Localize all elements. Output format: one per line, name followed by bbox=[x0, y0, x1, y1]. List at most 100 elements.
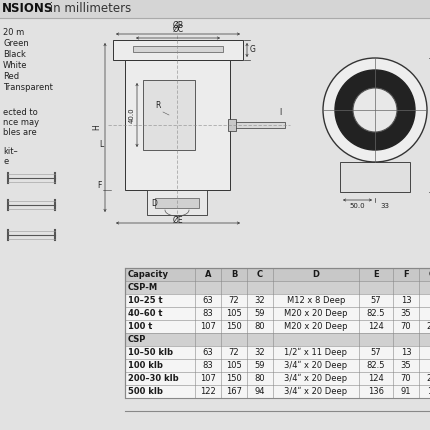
Bar bbox=[125, 359, 430, 372]
Text: Capacity: Capacity bbox=[128, 270, 169, 279]
Text: 20 m: 20 m bbox=[3, 28, 24, 37]
Text: 63: 63 bbox=[203, 348, 213, 357]
Text: 107: 107 bbox=[200, 322, 216, 331]
Text: 7: 7 bbox=[429, 296, 430, 305]
Bar bbox=[133, 46, 223, 52]
Text: R: R bbox=[156, 101, 161, 110]
Bar bbox=[230, 122, 285, 128]
Text: 105: 105 bbox=[226, 309, 242, 318]
Text: M12 x 8 Deep: M12 x 8 Deep bbox=[287, 296, 345, 305]
Bar bbox=[125, 372, 430, 385]
Text: in millimeters: in millimeters bbox=[46, 3, 131, 15]
Text: 22: 22 bbox=[427, 374, 430, 383]
Text: A: A bbox=[205, 270, 211, 279]
Text: 35: 35 bbox=[401, 361, 412, 370]
Text: G: G bbox=[250, 46, 256, 55]
Bar bbox=[143, 80, 195, 150]
Text: 13: 13 bbox=[401, 296, 412, 305]
Text: 32: 32 bbox=[255, 296, 265, 305]
Text: 83: 83 bbox=[203, 309, 213, 318]
Bar bbox=[113, 40, 243, 60]
Bar bbox=[340, 162, 410, 192]
Text: 200–30 klb: 200–30 klb bbox=[128, 374, 178, 383]
Text: 124: 124 bbox=[368, 374, 384, 383]
Text: e: e bbox=[3, 157, 8, 166]
Text: 10–50 klb: 10–50 klb bbox=[128, 348, 173, 357]
Text: C: C bbox=[257, 270, 263, 279]
Text: 59: 59 bbox=[255, 309, 265, 318]
Text: M20 x 20 Deep: M20 x 20 Deep bbox=[284, 309, 348, 318]
Text: 13: 13 bbox=[401, 348, 412, 357]
Text: 70: 70 bbox=[401, 374, 412, 383]
Text: kit–: kit– bbox=[3, 147, 18, 156]
Text: 40.0: 40.0 bbox=[129, 107, 135, 123]
Text: 122: 122 bbox=[200, 387, 216, 396]
Text: 57: 57 bbox=[371, 348, 381, 357]
Bar bbox=[228, 119, 236, 131]
Text: 91: 91 bbox=[401, 387, 411, 396]
Bar bbox=[125, 268, 430, 398]
Text: 7: 7 bbox=[429, 348, 430, 357]
Text: 3/4ʺ x 20 Deep: 3/4ʺ x 20 Deep bbox=[284, 374, 347, 383]
Text: 10–25 t: 10–25 t bbox=[128, 296, 163, 305]
Text: nce may: nce may bbox=[3, 118, 39, 127]
Text: ØC: ØC bbox=[172, 25, 184, 34]
Bar bbox=[147, 190, 207, 215]
Bar bbox=[125, 268, 430, 281]
Bar bbox=[125, 320, 430, 333]
Text: Green: Green bbox=[3, 39, 29, 48]
Text: M20 x 20 Deep: M20 x 20 Deep bbox=[284, 322, 348, 331]
Text: 50.0: 50.0 bbox=[350, 203, 366, 209]
Text: 72: 72 bbox=[229, 296, 240, 305]
Bar bbox=[125, 60, 230, 190]
Bar bbox=[125, 307, 430, 320]
Text: ected to: ected to bbox=[3, 108, 38, 117]
Text: 3/4ʺ x 20 Deep: 3/4ʺ x 20 Deep bbox=[284, 387, 347, 396]
Text: 80: 80 bbox=[255, 374, 265, 383]
Text: F: F bbox=[403, 270, 409, 279]
Text: Black: Black bbox=[3, 50, 26, 59]
Text: 105: 105 bbox=[226, 361, 242, 370]
Text: 150: 150 bbox=[226, 374, 242, 383]
Text: 94: 94 bbox=[255, 387, 265, 396]
Circle shape bbox=[323, 58, 427, 162]
Text: 8: 8 bbox=[429, 361, 430, 370]
Text: NSIONS: NSIONS bbox=[2, 3, 53, 15]
Text: 72: 72 bbox=[229, 348, 240, 357]
Text: CSP: CSP bbox=[128, 335, 146, 344]
Text: Red: Red bbox=[3, 72, 19, 81]
Text: 59: 59 bbox=[255, 361, 265, 370]
Text: 100 klb: 100 klb bbox=[128, 361, 163, 370]
Circle shape bbox=[353, 88, 397, 132]
Text: 136: 136 bbox=[368, 387, 384, 396]
Text: B: B bbox=[231, 270, 237, 279]
Circle shape bbox=[335, 70, 415, 150]
Bar bbox=[0, 0, 430, 18]
Text: White: White bbox=[3, 61, 28, 70]
Text: 83: 83 bbox=[203, 361, 213, 370]
Text: 15: 15 bbox=[427, 387, 430, 396]
Text: ØB: ØB bbox=[172, 21, 184, 30]
Text: D: D bbox=[313, 270, 319, 279]
Text: 57: 57 bbox=[371, 296, 381, 305]
Text: CSP-M: CSP-M bbox=[128, 283, 158, 292]
Text: ØE: ØE bbox=[173, 216, 183, 225]
Text: 82.5: 82.5 bbox=[367, 309, 385, 318]
Text: Transparent: Transparent bbox=[3, 83, 53, 92]
Bar bbox=[125, 294, 430, 307]
Text: 32: 32 bbox=[255, 348, 265, 357]
Text: L: L bbox=[99, 140, 103, 149]
Text: 70: 70 bbox=[401, 322, 412, 331]
Text: 63: 63 bbox=[203, 296, 213, 305]
Text: H: H bbox=[92, 125, 101, 130]
Text: 80: 80 bbox=[255, 322, 265, 331]
Text: 35: 35 bbox=[401, 309, 412, 318]
Text: bles are: bles are bbox=[3, 128, 37, 137]
Text: 500 klb: 500 klb bbox=[128, 387, 163, 396]
Bar bbox=[125, 346, 430, 359]
Text: 150: 150 bbox=[226, 322, 242, 331]
Text: 3/4ʺ x 20 Deep: 3/4ʺ x 20 Deep bbox=[284, 361, 347, 370]
Text: 124: 124 bbox=[368, 322, 384, 331]
Text: 1/2ʺ x 11 Deep: 1/2ʺ x 11 Deep bbox=[285, 348, 347, 357]
Text: 107: 107 bbox=[200, 374, 216, 383]
